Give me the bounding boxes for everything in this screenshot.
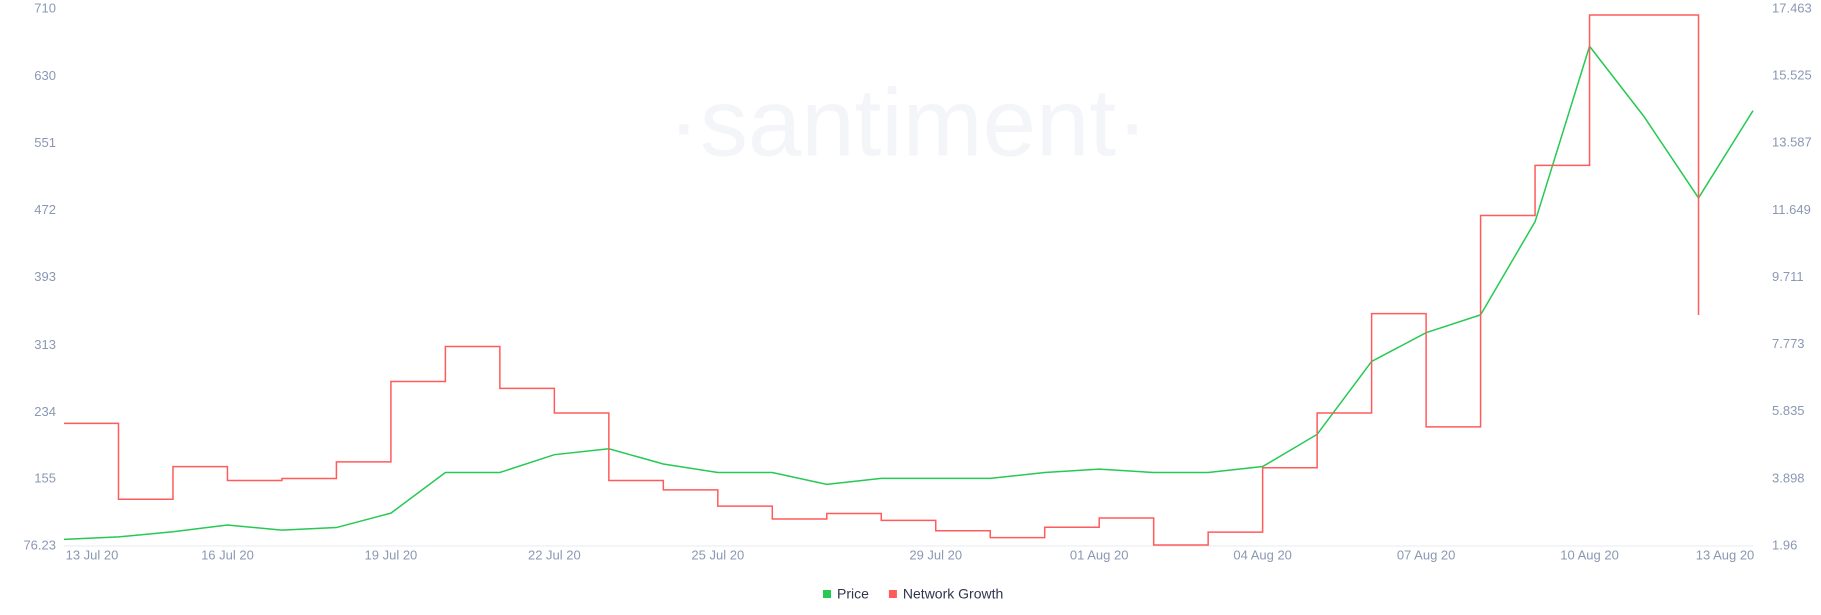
- series-line: [64, 14, 1700, 546]
- x-tick-label: 19 Jul 20: [365, 547, 418, 562]
- y-tick-label: 234: [34, 404, 56, 419]
- y-tick-label: 630: [34, 68, 56, 83]
- y2-tick-label: 11.649: [1772, 202, 1811, 217]
- legend-swatch: [823, 590, 831, 598]
- y-tick-label: 155: [34, 471, 56, 486]
- y2-tick-label: 1.96: [1772, 537, 1797, 552]
- legend-label: Network Growth: [903, 586, 1003, 602]
- x-tick-label: 01 Aug 20: [1070, 547, 1129, 562]
- x-tick-label: 07 Aug 20: [1397, 547, 1456, 562]
- x-tick-label: 13 Jul 20: [66, 547, 119, 562]
- x-tick-label: 10 Aug 20: [1560, 547, 1619, 562]
- y2-tick-label: 7.773: [1772, 336, 1805, 351]
- y-tick-label: 393: [34, 269, 56, 284]
- y2-tick-label: 13.587: [1772, 135, 1812, 150]
- y2-tick-label: 3.898: [1772, 470, 1805, 485]
- x-tick-label: 13 Aug 20: [1696, 547, 1755, 562]
- series-line: [63, 44, 1754, 541]
- y-tick-label: 710: [34, 0, 56, 15]
- legend: Price Network Growth: [823, 586, 1003, 602]
- y2-tick-label: 9.711: [1772, 269, 1804, 284]
- y-tick-label: 472: [34, 202, 56, 217]
- y2-tick-label: 5.835: [1772, 403, 1805, 418]
- legend-swatch: [888, 590, 897, 598]
- y2-tick-label: 17.463: [1772, 0, 1812, 15]
- y-tick-label: 76.23: [23, 537, 56, 552]
- y2-tick-label: 15.525: [1772, 68, 1812, 83]
- x-tick-label: 22 Jul 20: [528, 547, 581, 562]
- x-tick-label: 16 Jul 20: [201, 547, 254, 562]
- legend-label: Price: [837, 586, 869, 602]
- x-tick-label: 29 Jul 20: [909, 547, 962, 562]
- y-tick-label: 551: [34, 135, 56, 150]
- x-tick-label: 25 Jul 20: [691, 547, 744, 562]
- y-tick-label: 313: [34, 337, 56, 352]
- x-tick-label: 04 Aug 20: [1233, 547, 1292, 562]
- watermark: ·santiment·: [668, 69, 1148, 176]
